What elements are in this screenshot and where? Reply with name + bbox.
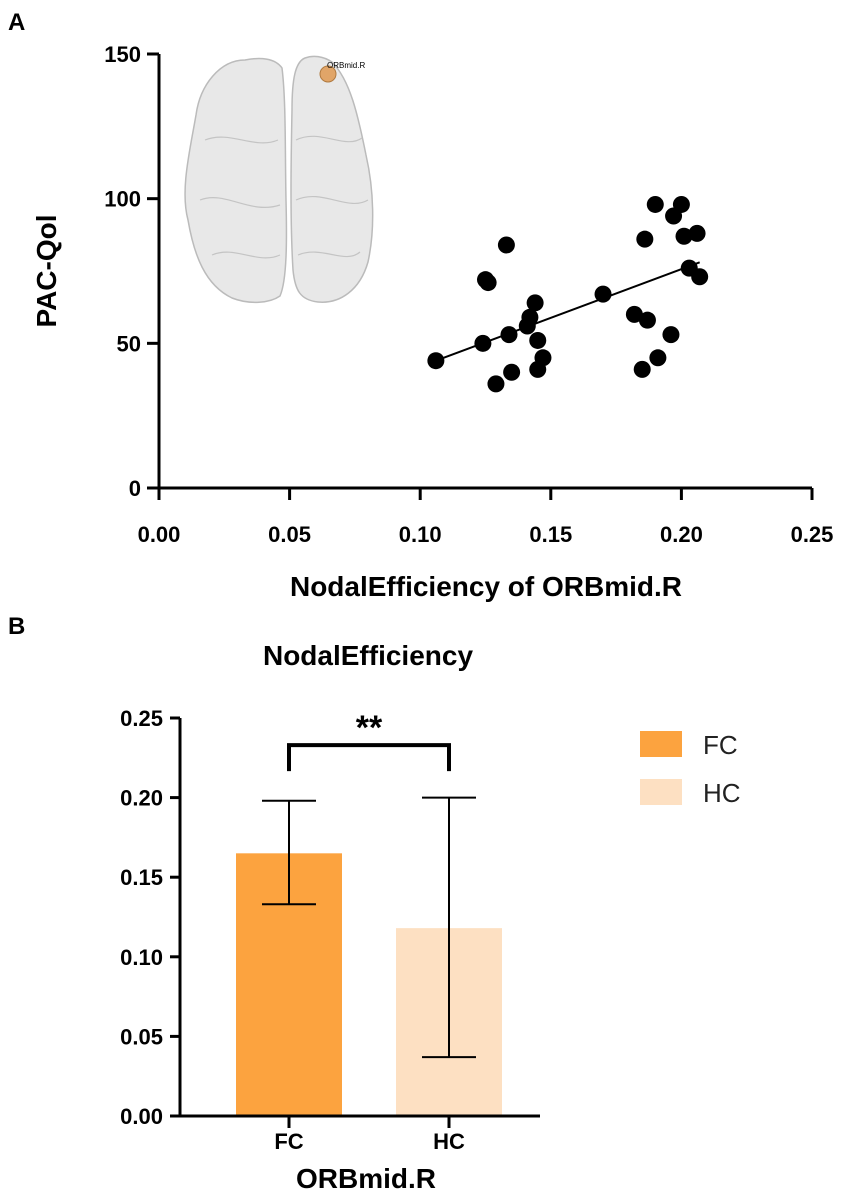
data-point [638, 311, 656, 329]
y-tick-label: 100 [104, 187, 141, 212]
legend-label-hc: HC [703, 778, 741, 808]
right-hemisphere [290, 55, 374, 303]
data-point [688, 224, 706, 242]
x-tick-label: FC [274, 1129, 303, 1154]
y-tick-label: 0.10 [120, 945, 163, 970]
data-point [646, 195, 664, 213]
data-point [500, 326, 518, 344]
x-tick-label: 0.20 [660, 522, 703, 547]
data-point [672, 195, 690, 213]
brain-top-view-icon: ORBmid.R [184, 55, 374, 304]
x-axis-title: NodalEfficiency of ORBmid.R [290, 571, 682, 602]
data-point [503, 363, 521, 381]
data-point [675, 227, 693, 245]
chart-title: NodalEfficiency [263, 640, 473, 671]
y-tick-label: 0 [129, 476, 141, 501]
data-point [534, 349, 552, 367]
brain-fold-2 [199, 197, 281, 208]
y-tick-label: 0.00 [120, 1104, 163, 1129]
brain-fold-6 [297, 251, 361, 258]
roi-label: ORBmid.R [327, 61, 365, 70]
data-point [427, 352, 445, 370]
legend-swatch-hc [640, 779, 682, 805]
legend-swatch-fc [640, 731, 682, 757]
y-tick-label: 150 [104, 42, 141, 67]
x-tick-label: 0.10 [399, 522, 442, 547]
y-axis-title: PAC-Qol [31, 214, 62, 327]
x-tick-label: 0.15 [529, 522, 572, 547]
data-point [521, 308, 539, 326]
x-tick-label: 0.25 [791, 522, 834, 547]
panel-b-label: B [8, 613, 25, 640]
data-point [497, 236, 515, 254]
y-tick-label: 0.25 [120, 706, 163, 731]
data-point [691, 268, 709, 286]
brain-fold-3 [211, 251, 281, 259]
significance-bracket [287, 743, 451, 772]
data-point [479, 274, 497, 292]
data-point [529, 331, 547, 349]
data-point [662, 326, 680, 344]
x-axis-title: ORBmid.R [296, 1163, 436, 1194]
significance-label: ** [356, 709, 383, 747]
x-tick-label: HC [433, 1129, 465, 1154]
x-tick-label: 0.00 [138, 522, 181, 547]
roi-node [319, 65, 337, 83]
y-tick-label: 0.15 [120, 865, 163, 890]
data-point [487, 375, 505, 393]
scatter-plot: 0 50 100 150 0.00 0.05 0.10 0.15 0.20 0.25 NodalEf… [31, 42, 833, 602]
data-point [633, 360, 651, 378]
bar-chart: NodalEfficiency 0.00 0.05 0.10 0.15 0.20 0.25 F… [120, 640, 740, 1194]
legend-label-fc: FC [703, 730, 738, 760]
y-tick-label: 0.05 [120, 1024, 163, 1049]
brain-fold-1 [204, 136, 279, 144]
x-tick-label: 0.05 [268, 522, 311, 547]
data-point [625, 305, 643, 323]
y-tick-label: 50 [117, 331, 141, 356]
left-hemisphere [184, 57, 288, 304]
panel-a-label: A [8, 9, 25, 36]
data-point [594, 285, 612, 303]
brain-fold-4 [295, 135, 363, 143]
data-point [649, 349, 667, 367]
y-tick-label: 0.20 [120, 786, 163, 811]
brain-fold-5 [295, 195, 369, 205]
data-point [636, 230, 654, 248]
data-point [474, 334, 492, 352]
data-point [526, 294, 544, 312]
